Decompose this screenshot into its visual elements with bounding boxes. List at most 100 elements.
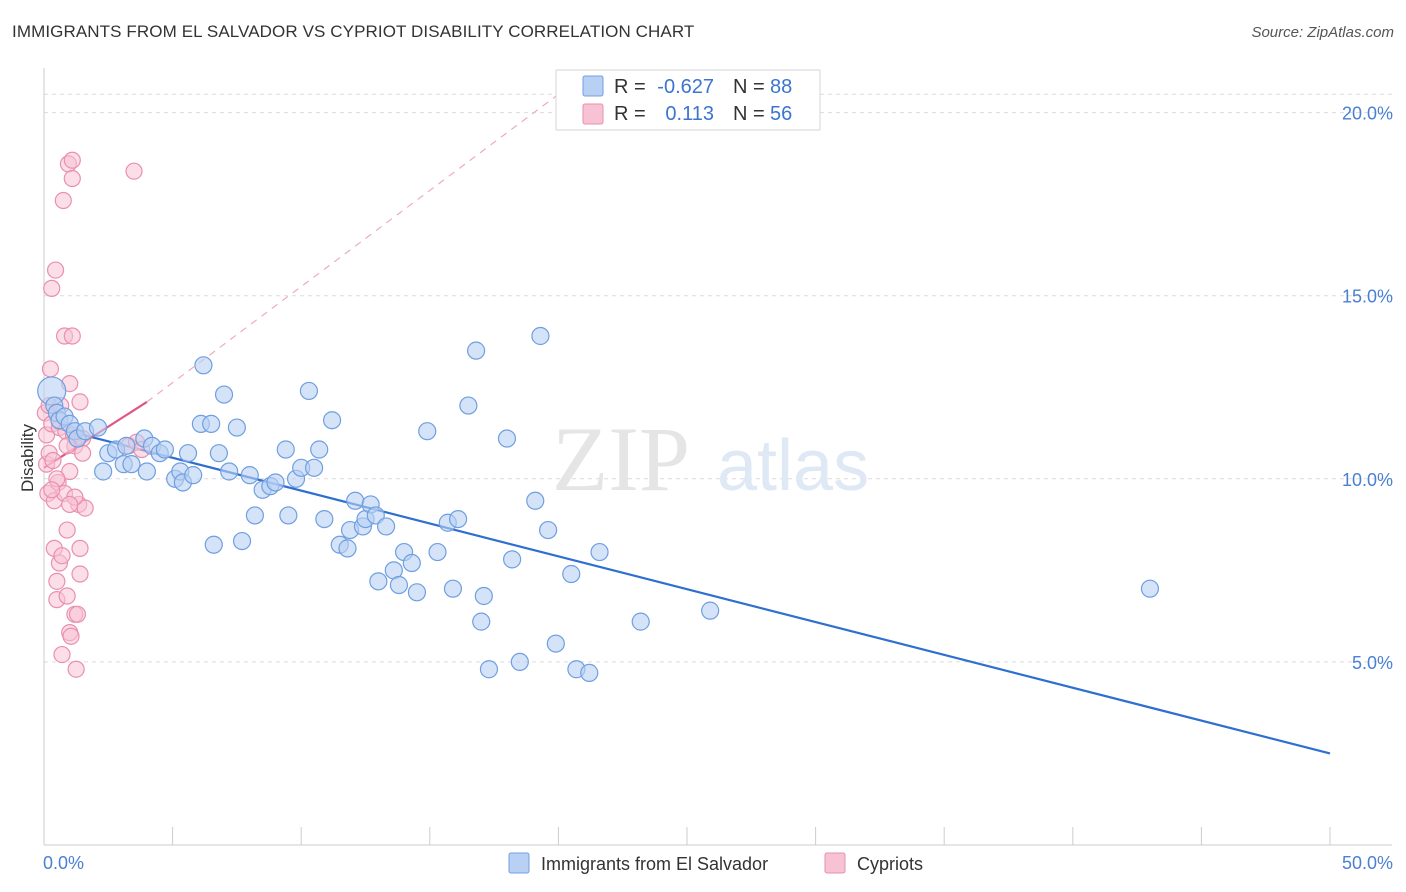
cypriots-point-32 <box>63 151 81 169</box>
watermark-zip: ZIP <box>552 408 690 510</box>
legend-bottom: Immigrants from El Salvador Cypriots <box>508 852 923 874</box>
cypriots-point-31 <box>63 169 81 188</box>
cypriots-point-12 <box>46 261 65 279</box>
legend-top-n-label-1: N = <box>733 76 765 98</box>
el-salvador-point-62 <box>402 553 421 573</box>
el-salvador-point-73 <box>479 660 499 679</box>
el-salvador-point-76 <box>510 652 529 672</box>
cypriots-trend-dashed <box>146 93 559 403</box>
el-salvador-point-81 <box>562 564 581 584</box>
legend-blue-swatch <box>508 852 530 874</box>
cypriots-point-21 <box>54 191 72 210</box>
y-tick-label-3: 20.0% <box>1342 104 1393 124</box>
cypriots-point-20 <box>53 645 71 664</box>
el-salvador-point-13 <box>117 436 136 455</box>
el-salvador-point-52 <box>346 491 365 510</box>
legend-top-n-value-1: 88 <box>770 76 792 98</box>
el-salvador-point-85 <box>631 612 650 631</box>
source-credit: Source: ZipAtlas.com <box>1251 24 1394 41</box>
x-tick-label-0: 0.0% <box>43 853 84 873</box>
el-salvador-point-47 <box>315 509 334 529</box>
y-tick-label-1: 10.0% <box>1342 470 1393 490</box>
el-salvador-point-58 <box>376 517 396 536</box>
y-tick-label-2: 15.0% <box>1342 287 1393 307</box>
x-tick-label-1: 50.0% <box>1342 853 1393 873</box>
el-salvador-point-36 <box>245 506 265 525</box>
cypriots-point-38 <box>68 605 87 623</box>
el-salvador-point-84 <box>590 542 609 562</box>
legend-top: R = -0.627 N = 88 R = 0.113 N = 56 <box>555 69 821 131</box>
el-salvador-point-34 <box>232 531 252 551</box>
el-salvador-point-86 <box>701 601 720 620</box>
watermark: ZIP atlas <box>552 408 869 510</box>
el-salvador-point-31 <box>214 385 234 404</box>
el-salvador-point-40 <box>276 440 295 459</box>
el-salvador-point-50 <box>338 539 357 558</box>
y-tick-label-0: 5.0% <box>1352 653 1393 673</box>
el-salvador-point-64 <box>418 422 437 441</box>
el-salvador-point-70 <box>466 341 486 360</box>
legend-label-el-salvador: Immigrants from El Salvador <box>541 854 768 874</box>
cypriots-point-19 <box>53 547 71 565</box>
cypriots-point-47 <box>71 539 89 557</box>
el-salvador-point-67 <box>443 579 463 598</box>
cypriots-point-50 <box>43 481 61 499</box>
cypriots-point-45 <box>61 462 79 481</box>
cypriots-point-53 <box>125 162 143 180</box>
el-salvador-point-25 <box>184 466 203 485</box>
el-salvador-point-60 <box>389 575 409 595</box>
el-salvador-point-17 <box>137 462 156 481</box>
el-salvador-point-72 <box>472 612 491 631</box>
el-salvador-point-77 <box>526 491 545 510</box>
legend-top-pink-swatch <box>582 103 604 125</box>
cypriots-point-9 <box>44 451 62 470</box>
el-salvador-point-28 <box>202 414 221 433</box>
cypriots-point-14 <box>48 572 66 590</box>
legend-pink-swatch <box>824 852 846 874</box>
el-salvador-point-24 <box>178 444 198 463</box>
el-salvador-point-32 <box>220 462 239 481</box>
chart-title: IMMIGRANTS FROM EL SALVADOR VS CYPRIOT D… <box>12 22 695 41</box>
el-salvador-point-45 <box>304 458 324 477</box>
cypriots-point-30 <box>62 627 80 645</box>
cypriots-point-48 <box>61 495 79 514</box>
cypriots-point-7 <box>43 279 61 297</box>
el-salvador-point-27 <box>194 356 213 375</box>
el-salvador-point-15 <box>122 455 141 474</box>
legend-top-r-label-2: R = <box>614 103 646 125</box>
cypriots-point-41 <box>71 565 89 583</box>
cypriots-point-40 <box>71 393 89 411</box>
el-salvador-point-83 <box>580 663 599 682</box>
el-salvador-point-35 <box>240 466 259 485</box>
cypriots-point-26 <box>58 587 76 605</box>
cypriots-point-25 <box>58 521 76 539</box>
el-salvador-point-30 <box>209 444 228 463</box>
el-salvador-point-48 <box>322 411 342 430</box>
legend-top-n-value-2: 56 <box>770 103 792 125</box>
el-salvador-point-41 <box>279 506 298 525</box>
legend-label-cypriots: Cypriots <box>857 854 923 874</box>
el-salvador-point-74 <box>497 429 517 448</box>
legend-top-r-value-1: -0.627 <box>657 76 714 98</box>
el-salvador-point-20 <box>155 440 174 459</box>
el-salvador-point-80 <box>546 634 565 653</box>
el-salvador-point-29 <box>204 535 223 554</box>
el-salvador-point-39 <box>266 473 285 492</box>
el-salvador-point-78 <box>531 326 550 346</box>
legend-top-r-label-1: R = <box>614 76 646 98</box>
watermark-atlas: atlas <box>717 426 869 506</box>
cypriots-point-37 <box>67 660 85 678</box>
el-salvador-point-69 <box>459 396 478 415</box>
legend-top-n-label-2: N = <box>733 103 765 125</box>
el-salvador-point-46 <box>310 440 329 459</box>
el-salvador-point-9 <box>88 418 108 437</box>
el-salvador-point-57 <box>369 572 388 591</box>
el-salvador-point-65 <box>428 542 447 562</box>
el-salvador-point-33 <box>227 418 246 437</box>
el-salvador-point-87 <box>1140 579 1160 598</box>
el-salvador-point-44 <box>299 381 319 401</box>
legend-top-blue-swatch <box>582 75 604 97</box>
legend-top-r-value-2: 0.113 <box>665 103 714 125</box>
el-salvador-point-68 <box>448 509 468 529</box>
